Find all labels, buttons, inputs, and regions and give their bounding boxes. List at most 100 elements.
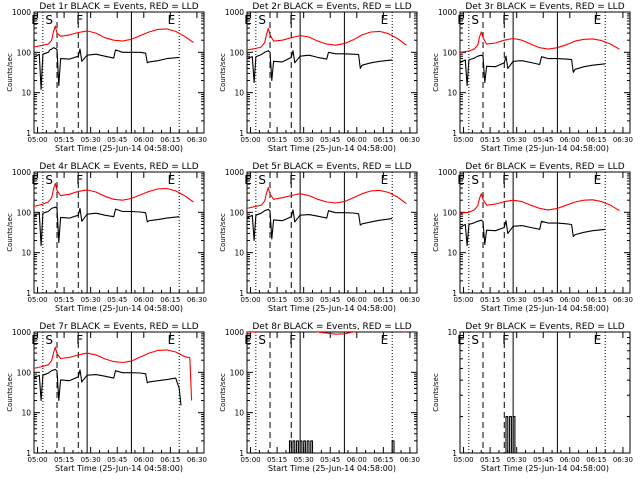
series-events-line <box>460 219 606 247</box>
series-lld-line <box>34 346 193 401</box>
y-tick-label: 1 <box>239 289 244 298</box>
y-tick-label: 1 <box>26 129 31 138</box>
y-axis-label: Counts/sec <box>219 373 227 412</box>
y-tick-label: 1 <box>26 449 31 458</box>
marker-label: E <box>244 173 252 187</box>
marker-label: F <box>502 173 509 187</box>
x-axis-label: Start Time (25-Jun-14 04:58:00) <box>481 304 609 313</box>
y-tick-label: 1000 <box>438 8 457 17</box>
plot-frame <box>33 331 205 454</box>
marker-label: F <box>502 333 509 347</box>
marker-label: E <box>594 333 602 347</box>
x-tick-label: 05:00 <box>240 456 260 464</box>
plot-frame <box>459 11 631 134</box>
marker-label: E <box>31 13 39 27</box>
marker-label: S <box>258 13 266 27</box>
x-tick-label: 05:45 <box>107 456 127 464</box>
y-tick-label: 100 <box>17 368 32 377</box>
y-tick-label: 10 <box>234 89 244 98</box>
y-tick-label: 1 <box>26 289 31 298</box>
plot-title: Det 2r BLACK = Events, RED = LLD <box>252 2 411 12</box>
x-tick-label: 06:00 <box>134 456 154 464</box>
y-tick-label: 10 <box>234 409 244 418</box>
x-tick-label: 05:30 <box>507 136 527 144</box>
x-tick-label: 06:30 <box>187 456 207 464</box>
x-tick-label: 05:15 <box>480 456 500 464</box>
y-tick-label: 1000 <box>12 8 31 17</box>
y-tick-label: 100 <box>17 208 32 217</box>
series-group <box>247 187 407 242</box>
series-group <box>34 346 193 406</box>
y-tick-label: 100 <box>443 208 458 217</box>
x-tick-label: 05:45 <box>320 456 340 464</box>
panel-det-8: Det 8r BLACK = Events, RED = LLD 1 10 100 10… <box>219 322 420 473</box>
y-axis-label: Counts/sec <box>432 213 440 252</box>
series-lld-line <box>247 187 407 209</box>
x-tick-label: 05:30 <box>81 456 101 464</box>
series-events-line <box>34 206 180 247</box>
x-tick-label: 06:30 <box>187 136 207 144</box>
y-tick-label: 1000 <box>12 168 31 177</box>
plot-frame <box>246 171 418 294</box>
y-tick-label: 1 <box>239 449 244 458</box>
x-tick-label: 06:30 <box>400 136 420 144</box>
marker-label: E <box>594 173 602 187</box>
x-tick-label: 06:15 <box>373 136 393 144</box>
marker-label: E <box>244 333 252 347</box>
x-tick-label: 05:45 <box>107 296 127 304</box>
marker-label: F <box>76 13 83 27</box>
x-tick-label: 06:00 <box>560 136 580 144</box>
marker-label: E <box>168 13 176 27</box>
x-tick-label: 06:15 <box>586 296 606 304</box>
x-tick-label: 05:15 <box>267 136 287 144</box>
series-group <box>34 182 194 247</box>
x-tick-label: 06:00 <box>560 456 580 464</box>
x-tick-label: 05:00 <box>27 296 47 304</box>
y-tick-label: 1000 <box>12 328 31 337</box>
x-tick-label: 05:45 <box>533 136 553 144</box>
y-tick-label: 1000 <box>225 8 244 17</box>
panel-det-5: Det 5r BLACK = Events, RED = LLD 1 10 100 10… <box>219 162 420 313</box>
y-tick-label: 10 <box>21 89 31 98</box>
marker-label: S <box>258 173 266 187</box>
x-tick-label: 05:30 <box>294 136 314 144</box>
plot-title: Det 7r BLACK = Events, RED = LLD <box>39 322 198 332</box>
marker-label: F <box>289 13 296 27</box>
y-tick-label: 100 <box>17 48 32 57</box>
plot-frame <box>246 331 418 454</box>
x-tick-label: 06:30 <box>613 456 633 464</box>
plot-title: Det 3r BLACK = Events, RED = LLD <box>465 2 624 12</box>
plot-title: Det 6r BLACK = Events, RED = LLD <box>465 162 624 172</box>
y-tick-label: 10 <box>234 249 244 258</box>
marker-label: E <box>457 13 465 27</box>
x-tick-label: 06:00 <box>134 296 154 304</box>
y-tick-label: 1000 <box>225 168 244 177</box>
marker-label: F <box>502 13 509 27</box>
marker-label: E <box>381 173 389 187</box>
plot-title: Det 4r BLACK = Events, RED = LLD <box>39 162 198 172</box>
x-axis-label: Start Time (25-Jun-14 04:58:00) <box>268 464 396 473</box>
marker-label: E <box>31 173 39 187</box>
x-tick-label: 06:15 <box>586 456 606 464</box>
plot-frame <box>459 171 631 294</box>
x-tick-label: 05:00 <box>453 296 473 304</box>
x-tick-label: 05:45 <box>320 296 340 304</box>
plot-title: Det 9r BLACK = Events, RED = LLD <box>465 322 624 332</box>
x-tick-label: 05:30 <box>81 136 101 144</box>
x-tick-label: 05:45 <box>107 136 127 144</box>
marker-label: E <box>457 173 465 187</box>
y-tick-label: 10 <box>447 249 457 258</box>
x-tick-label: 05:30 <box>81 296 101 304</box>
panel-det-2: Det 2r BLACK = Events, RED = LLD 1 10 100 10… <box>219 2 420 153</box>
x-tick-label: 05:30 <box>294 456 314 464</box>
x-tick-label: 05:00 <box>240 296 260 304</box>
series-group <box>460 31 620 87</box>
marker-label: F <box>76 333 83 347</box>
marker-label: E <box>381 13 389 27</box>
x-tick-label: 06:15 <box>160 456 180 464</box>
x-tick-label: 06:30 <box>613 296 633 304</box>
x-axis-label: Start Time (25-Jun-14 04:58:00) <box>268 304 396 313</box>
x-tick-label: 05:00 <box>27 456 47 464</box>
plot-frame <box>33 11 205 134</box>
